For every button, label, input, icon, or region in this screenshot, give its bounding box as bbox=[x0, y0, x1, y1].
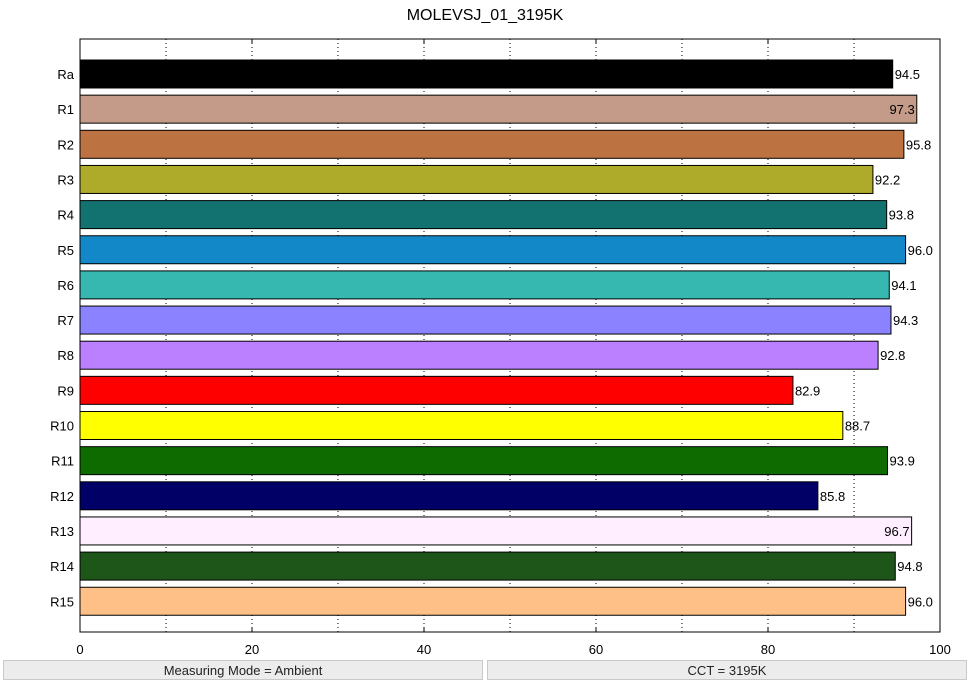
bar-r5 bbox=[79, 235, 907, 265]
value-label: 93.9 bbox=[890, 454, 915, 469]
value-label: 85.8 bbox=[820, 489, 845, 504]
bar-r14 bbox=[79, 551, 896, 581]
category-label: R6 bbox=[57, 278, 74, 293]
bar-r12 bbox=[79, 481, 819, 511]
chart-title: MOLEVSJ_01_3195K bbox=[406, 7, 564, 24]
bar-r7 bbox=[79, 305, 892, 335]
bar-r8 bbox=[79, 340, 879, 370]
value-label: 96.0 bbox=[908, 243, 933, 258]
bar-r6 bbox=[79, 270, 890, 300]
bar-r15 bbox=[79, 586, 907, 616]
category-label: R4 bbox=[57, 208, 74, 223]
bar-r4 bbox=[79, 200, 888, 230]
value-label: 94.5 bbox=[895, 67, 920, 82]
bars bbox=[79, 59, 918, 616]
value-label: 96.0 bbox=[908, 594, 933, 609]
status-measuring-mode: Measuring Mode = Ambient bbox=[3, 660, 483, 680]
bar-r10 bbox=[79, 411, 844, 440]
bar-chart: Ra 94.5 R1 97.3 R2 95.8 R3 92.2 R4 93.8 R5 96.0 R6 94… bbox=[50, 38, 951, 657]
x-tick-label: 0 bbox=[76, 642, 83, 657]
bar-r13 bbox=[79, 516, 913, 546]
category-label: R11 bbox=[51, 454, 74, 469]
value-label: 94.1 bbox=[891, 278, 916, 293]
value-label: 88.7 bbox=[845, 419, 870, 434]
value-label: 94.3 bbox=[893, 313, 918, 328]
bar-r11 bbox=[79, 446, 889, 476]
x-ticks: 0 20 40 60 80 100 bbox=[76, 39, 951, 657]
value-label: 94.8 bbox=[897, 559, 922, 574]
value-label: 92.8 bbox=[880, 348, 905, 363]
value-label: 92.2 bbox=[875, 172, 900, 187]
category-label: R2 bbox=[57, 137, 74, 152]
category-label: R5 bbox=[57, 243, 74, 258]
value-label: 93.8 bbox=[889, 208, 914, 223]
x-tick-label: 60 bbox=[589, 642, 603, 657]
bar-r2 bbox=[79, 129, 905, 159]
plot-frame bbox=[79, 38, 941, 633]
category-label: R7 bbox=[57, 313, 74, 328]
grid-lines bbox=[165, 39, 855, 632]
value-label: 96.7 bbox=[884, 524, 909, 539]
x-tick-label: 40 bbox=[417, 642, 431, 657]
x-tick-label: 80 bbox=[761, 642, 775, 657]
bar-r1 bbox=[79, 94, 918, 124]
x-tick-label: 100 bbox=[929, 642, 951, 657]
category-label: Ra bbox=[57, 67, 74, 82]
category-label: R10 bbox=[50, 419, 74, 434]
bar-r3 bbox=[79, 164, 874, 194]
category-label: R9 bbox=[57, 383, 74, 398]
bar-ra bbox=[79, 59, 894, 89]
status-cct: CCT = 3195K bbox=[487, 660, 967, 680]
category-label: R8 bbox=[57, 348, 74, 363]
category-label: R13 bbox=[50, 524, 74, 539]
labels: Ra 94.5 R1 97.3 R2 95.8 R3 92.2 R4 93.8 R5 96.0 R6 94… bbox=[50, 67, 933, 609]
category-label: R1 bbox=[57, 102, 74, 117]
bar-r9 bbox=[79, 375, 794, 405]
category-label: R15 bbox=[50, 594, 74, 609]
value-label: 97.3 bbox=[889, 102, 914, 117]
category-label: R12 bbox=[50, 489, 74, 504]
value-label: 82.9 bbox=[795, 383, 820, 398]
value-label: 95.8 bbox=[906, 137, 931, 152]
x-tick-label: 20 bbox=[245, 642, 259, 657]
category-label: R3 bbox=[57, 172, 74, 187]
category-label: R14 bbox=[50, 559, 74, 574]
